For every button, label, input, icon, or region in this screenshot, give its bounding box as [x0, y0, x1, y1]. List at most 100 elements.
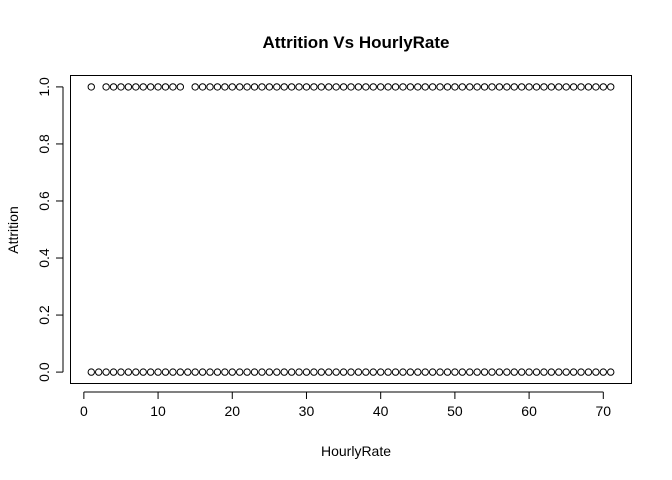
data-point	[488, 83, 496, 91]
data-point	[243, 83, 251, 91]
x-tick-label: 20	[224, 403, 240, 419]
data-point	[547, 368, 556, 376]
data-point	[391, 368, 400, 376]
data-point	[540, 83, 548, 91]
data-point	[555, 368, 563, 376]
data-point	[376, 368, 385, 376]
data-point	[139, 83, 147, 91]
data-point	[176, 83, 185, 91]
data-point	[406, 368, 415, 376]
data-point	[428, 368, 437, 376]
data-point	[584, 83, 593, 91]
data-point	[599, 368, 608, 376]
data-point	[87, 368, 95, 376]
data-point	[235, 368, 244, 376]
data-point	[532, 368, 541, 376]
data-point	[562, 368, 570, 376]
data-point	[102, 83, 110, 91]
data-point	[443, 368, 452, 376]
data-point	[547, 83, 556, 91]
data-point	[421, 83, 429, 91]
y-tick-label: 0.8	[36, 134, 52, 154]
data-point	[109, 368, 118, 376]
data-point	[198, 83, 207, 91]
data-point	[525, 83, 533, 91]
chart-title: Attrition Vs HourlyRate	[262, 33, 449, 52]
data-point	[198, 368, 207, 376]
data-point	[347, 368, 355, 376]
data-point	[124, 368, 133, 376]
data-point	[132, 83, 140, 91]
data-point	[428, 83, 437, 91]
data-point	[184, 368, 192, 376]
data-point	[473, 368, 481, 376]
y-axis-label: Attrition	[5, 206, 21, 253]
data-point	[399, 83, 407, 91]
data-point	[287, 368, 296, 376]
data-point	[458, 83, 467, 91]
data-point	[265, 83, 274, 91]
data-point	[221, 368, 229, 376]
data-point	[302, 368, 311, 376]
x-tick-label: 30	[299, 403, 315, 419]
data-point	[525, 368, 533, 376]
data-point	[154, 368, 162, 376]
data-point	[273, 368, 281, 376]
data-point	[354, 368, 363, 376]
data-point	[384, 83, 392, 91]
data-point	[273, 83, 281, 91]
data-point	[384, 368, 392, 376]
data-point	[339, 368, 348, 376]
data-point	[577, 83, 585, 91]
data-point	[503, 368, 511, 376]
data-point	[191, 368, 199, 376]
data-points	[87, 83, 615, 376]
data-point	[458, 368, 467, 376]
data-point	[191, 83, 199, 91]
data-point	[243, 368, 251, 376]
data-point	[555, 83, 563, 91]
data-point	[317, 83, 326, 91]
y-tick-label: 0.4	[36, 248, 52, 268]
data-point	[169, 368, 177, 376]
x-tick-label: 0	[80, 403, 88, 419]
data-point	[332, 368, 340, 376]
data-point	[414, 368, 422, 376]
data-point	[213, 368, 222, 376]
data-point	[414, 83, 422, 91]
data-point	[117, 83, 125, 91]
x-tick-label: 10	[150, 403, 166, 419]
data-point	[443, 83, 452, 91]
x-tick-label: 60	[521, 403, 537, 419]
data-point	[176, 368, 185, 376]
data-point	[436, 83, 444, 91]
data-point	[280, 83, 288, 91]
data-point	[250, 83, 259, 91]
data-point	[592, 368, 600, 376]
data-point	[599, 83, 608, 91]
data-point	[354, 83, 363, 91]
data-point	[325, 83, 333, 91]
data-point	[347, 83, 355, 91]
data-point	[169, 83, 177, 91]
data-point	[569, 368, 578, 376]
data-point	[562, 83, 570, 91]
data-point	[480, 83, 489, 91]
data-point	[117, 368, 125, 376]
x-axis-label: HourlyRate	[321, 443, 391, 459]
data-point	[517, 83, 526, 91]
data-point	[317, 368, 326, 376]
data-point	[265, 368, 274, 376]
data-point	[607, 83, 615, 91]
data-point	[87, 83, 95, 91]
x-tick-label: 70	[596, 403, 612, 419]
data-point	[102, 368, 110, 376]
data-point	[569, 83, 578, 91]
data-point	[451, 83, 459, 91]
data-point	[146, 368, 155, 376]
data-point	[339, 83, 348, 91]
data-point	[584, 368, 593, 376]
data-point	[124, 83, 133, 91]
data-point	[480, 368, 489, 376]
